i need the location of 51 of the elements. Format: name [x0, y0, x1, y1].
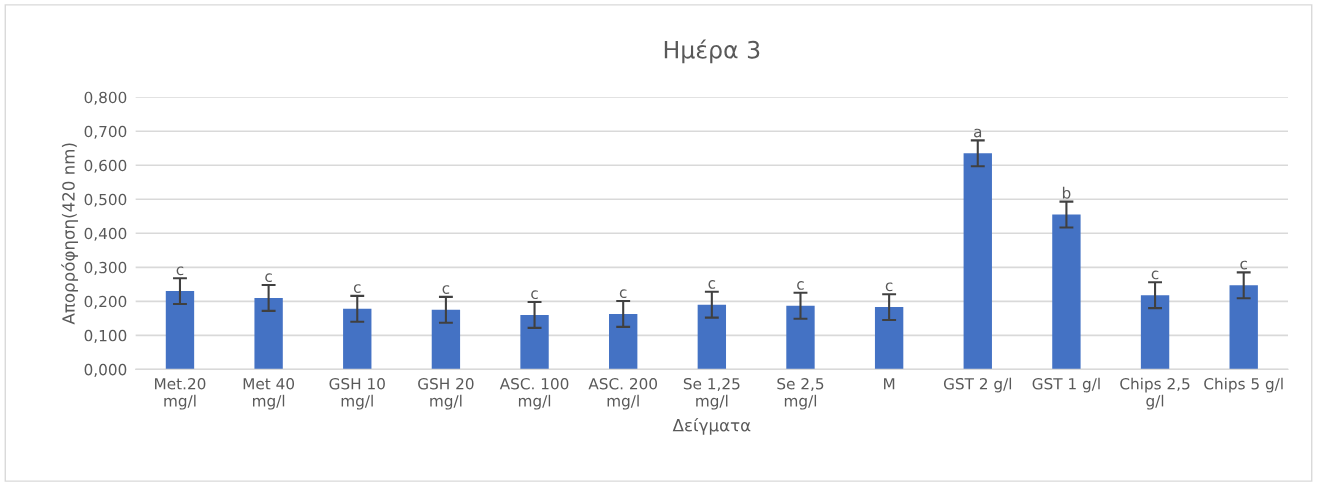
y-tick-label: 0,200: [84, 295, 127, 309]
bar: [431, 309, 461, 370]
annotation: c: [1240, 260, 1247, 270]
x-tick-label: GSH 10 mg/l: [329, 377, 385, 410]
bar: [165, 291, 195, 370]
annotation: c: [442, 285, 450, 294]
x-tick-label: Chips 5 g/l: [1204, 377, 1283, 393]
x-tick-label: GSH 20 mg/l: [418, 377, 474, 410]
y-tick-label: 0,400: [84, 227, 127, 241]
bar: [254, 297, 283, 370]
bar: [343, 308, 372, 370]
x-axis-title: Δείγματα: [672, 417, 751, 435]
y-tick-label: 0,800: [84, 91, 127, 105]
bar: [1229, 285, 1258, 370]
annotation: c: [885, 282, 893, 292]
annotation: c: [176, 266, 184, 276]
bar: [786, 305, 815, 370]
bar: [520, 314, 549, 370]
x-tick-label: GST 2 g/l: [943, 377, 1012, 393]
annotation: c: [619, 289, 627, 299]
y-tick-label: 0,700: [84, 125, 127, 139]
annotation: a: [974, 128, 982, 138]
annotation: c: [797, 281, 804, 290]
x-tick-label: Met 40 mg/l: [243, 377, 295, 410]
y-tick-label: 0,300: [84, 261, 127, 275]
y-tick-label: 0,500: [84, 193, 127, 207]
annotation: c: [1151, 270, 1159, 280]
annotation: c: [531, 290, 538, 300]
chart-title: Ημέρα 3: [664, 39, 760, 64]
x-tick-label: GST 1 g/l: [1032, 377, 1100, 393]
y-tick-label: 0,100: [84, 329, 127, 343]
x-tick-label: Se 1,25 mg/l: [683, 377, 740, 410]
bar: [1052, 214, 1081, 370]
x-tick-label: ASC. 200 mg/l: [588, 377, 658, 410]
bar: [697, 304, 727, 370]
x-tick-label: ASC. 100 mg/l: [499, 377, 569, 410]
bar: [1140, 295, 1170, 370]
x-tick-label: Met.20 mg/l: [155, 377, 206, 410]
x-tick-label: M: [884, 378, 895, 390]
y-tick-label: 0,600: [84, 159, 127, 173]
bar: [874, 307, 904, 370]
bar: [609, 313, 638, 370]
x-tick-label: Chips 2,5 g/l: [1120, 377, 1190, 410]
y-axis-title: Απορρόφηση(420 nm): [61, 143, 79, 325]
annotation: b: [1062, 186, 1071, 199]
x-tick-label: Se 2,5 mg/l: [777, 377, 824, 410]
y-tick-label: 0,000: [84, 363, 127, 377]
annotation: c: [708, 280, 716, 289]
annotation: c: [265, 273, 272, 283]
bar: [963, 153, 992, 370]
annotation: c: [353, 284, 361, 293]
